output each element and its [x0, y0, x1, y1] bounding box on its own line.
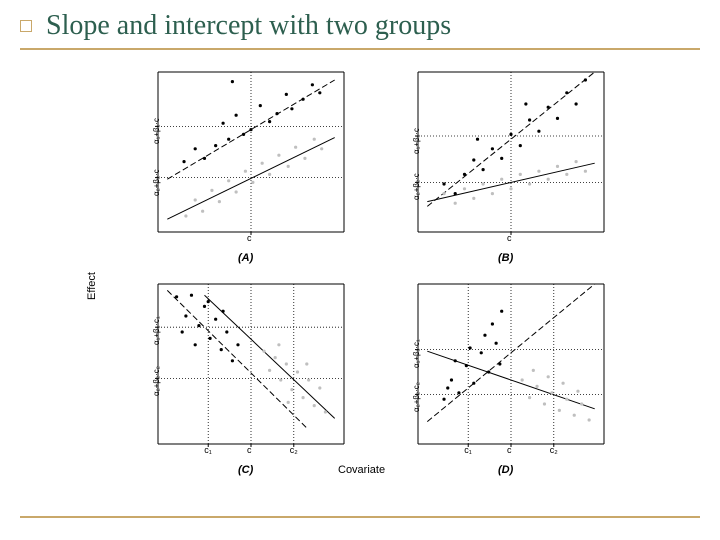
chart-b-svg	[400, 66, 610, 246]
y-tick-label: α₁+β₁·c₁	[412, 339, 421, 368]
title-bullet-icon	[20, 20, 32, 32]
chart-d-svg	[400, 278, 610, 458]
y-tick-label: α₂+β₂·c	[152, 169, 161, 196]
slide-title: Slope and intercept with two groups	[46, 10, 451, 41]
slide: Slope and intercept with two groups Effe…	[0, 0, 720, 540]
x-tick-label: c	[507, 233, 512, 243]
y-axis-label: Effect	[86, 272, 98, 300]
x-tick-label: c	[247, 233, 252, 243]
y-tick-label: α₁+β₁·c	[412, 128, 421, 154]
x-tick-label: c	[507, 445, 512, 455]
bottom-rule	[20, 516, 700, 518]
x-tick-label: c₂	[550, 445, 558, 455]
chart-c-svg	[140, 278, 350, 458]
panel-c: c₁ c c₂ α₂+β₂·c₂ α₁+β₁·c₁	[140, 278, 350, 458]
panel-label-c: (C)	[238, 464, 253, 476]
panel-label-b: (B)	[498, 252, 513, 264]
figure-region: Effect Covariate cα₂+β₂·cα₁+β₁·c (A) cα₂…	[100, 60, 620, 500]
y-tick-label: α₁+β₁·c	[152, 118, 161, 144]
x-tick-label: c	[247, 445, 252, 455]
y-tick-label: α₁+β₁·c₁	[152, 317, 161, 346]
x-tick-label: c₁	[464, 445, 472, 455]
y-tick-label: α₂+β₂·c₂	[152, 367, 161, 397]
x-tick-label: c₁	[204, 445, 212, 455]
panel-d: c₁ c c₂ α₂+β₂·c₂ α₁+β₁·c₁	[400, 278, 610, 458]
panel-label-a: (A)	[238, 252, 253, 264]
panel-b: c α₂+β₂·c α₁+β₁·c	[400, 66, 610, 246]
x-axis-label: Covariate	[338, 464, 385, 476]
y-tick-label: α₂+β₂·c	[412, 174, 421, 201]
title-bar: Slope and intercept with two groups	[20, 10, 700, 50]
panel-a: c α₂+β₂·c α₁+β₁·c	[140, 66, 350, 246]
panel-label-d: (D)	[498, 464, 513, 476]
y-tick-label: α₂+β₂·c₂	[412, 383, 421, 413]
x-tick-label: c₂	[290, 445, 298, 455]
chart-a-svg	[140, 66, 350, 246]
